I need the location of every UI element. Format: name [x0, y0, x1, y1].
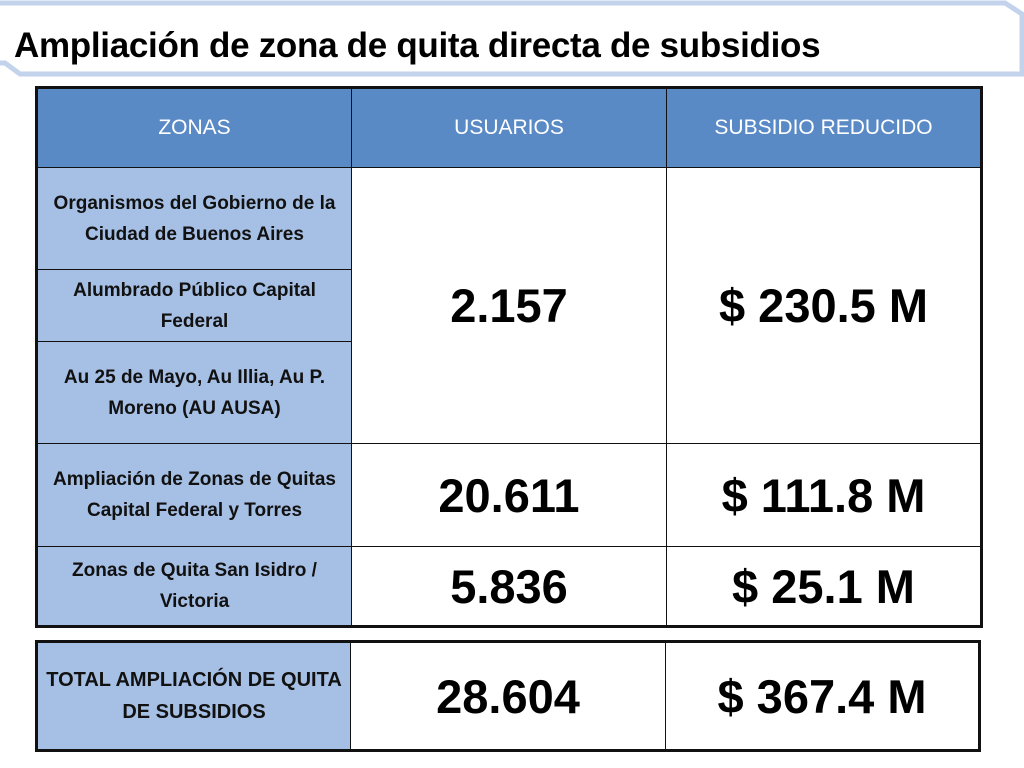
header-usuarios: USUARIOS	[351, 87, 667, 168]
total-usuarios: 28.604	[350, 641, 666, 751]
usuarios-value: 2.157	[351, 167, 667, 444]
total-table: TOTAL AMPLIACIÓN DE QUITA DE SUBSIDIOS 2…	[35, 640, 981, 752]
usuarios-value: 20.611	[351, 443, 667, 547]
zone-cell: Organismos del Gobierno de la Ciudad de …	[36, 167, 352, 270]
header-subsidio: SUBSIDIO REDUCIDO	[666, 87, 982, 168]
subsidio-value: $ 230.5 M	[666, 167, 982, 444]
zone-cell: Ampliación de Zonas de Quitas Capital Fe…	[36, 443, 352, 547]
table-row: Zonas de Quita San Isidro / Victoria 5.8…	[36, 546, 982, 627]
table-row: Alumbrado Público Capital Federal	[36, 269, 982, 342]
zone-cell: Alumbrado Público Capital Federal	[36, 269, 352, 342]
total-label: TOTAL AMPLIACIÓN DE QUITA DE SUBSIDIOS	[36, 641, 351, 751]
table-row: Ampliación de Zonas de Quitas Capital Fe…	[36, 443, 982, 547]
title-frame	[0, 0, 1024, 77]
table-row: Organismos del Gobierno de la Ciudad de …	[36, 167, 982, 444]
usuarios-value: 5.836	[351, 546, 667, 627]
subsidio-value: $ 111.8 M	[666, 443, 982, 547]
zone-cell: Au 25 de Mayo, Au Illia, Au P. Moreno (A…	[36, 341, 352, 444]
table-header-row: ZONAS USUARIOS SUBSIDIO REDUCIDO	[36, 87, 982, 168]
page-title: Ampliación de zona de quita directa de s…	[14, 26, 821, 65]
header-zonas: ZONAS	[36, 87, 352, 168]
subsidy-table: ZONAS USUARIOS SUBSIDIO REDUCIDO Organis…	[35, 86, 983, 628]
total-subsidio: $ 367.4 M	[665, 641, 980, 751]
subsidio-value: $ 25.1 M	[666, 546, 982, 627]
zone-cell: Zonas de Quita San Isidro / Victoria	[36, 546, 352, 627]
total-row: TOTAL AMPLIACIÓN DE QUITA DE SUBSIDIOS 2…	[36, 641, 980, 751]
table-row: Au 25 de Mayo, Au Illia, Au P. Moreno (A…	[36, 341, 982, 444]
